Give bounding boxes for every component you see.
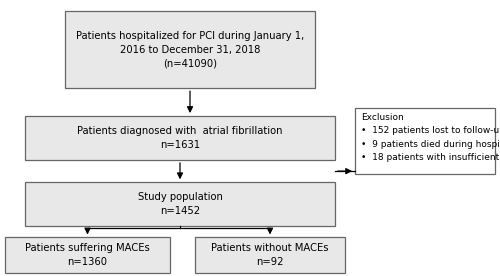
FancyBboxPatch shape [25, 116, 335, 160]
Text: Patients diagnosed with  atrial fibrillation
n=1631: Patients diagnosed with atrial fibrillat… [77, 126, 283, 150]
Text: Patients suffering MACEs
n=1360: Patients suffering MACEs n=1360 [25, 243, 150, 267]
FancyBboxPatch shape [65, 11, 315, 88]
Text: Study population
n=1452: Study population n=1452 [138, 192, 222, 216]
Text: Patients hospitalized for PCI during January 1,
2016 to December 31, 2018
(n=410: Patients hospitalized for PCI during Jan… [76, 31, 304, 69]
Text: Patients without MACEs
n=92: Patients without MACEs n=92 [211, 243, 329, 267]
FancyBboxPatch shape [355, 108, 495, 174]
Text: Exclusion
•  152 patients lost to follow-up
•  9 patients died during hospitaliz: Exclusion • 152 patients lost to follow-… [361, 113, 500, 162]
FancyBboxPatch shape [195, 237, 345, 273]
FancyBboxPatch shape [25, 182, 335, 226]
FancyBboxPatch shape [5, 237, 170, 273]
